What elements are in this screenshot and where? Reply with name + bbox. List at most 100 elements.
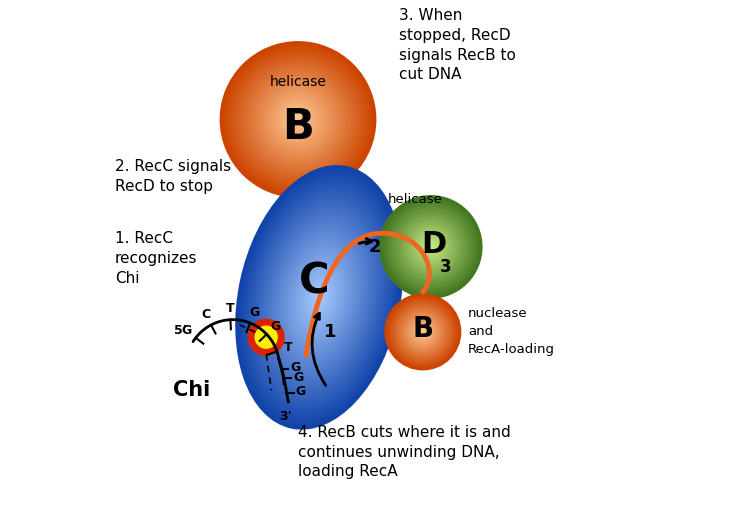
Ellipse shape [304, 274, 334, 321]
Ellipse shape [256, 198, 382, 397]
Text: 1: 1 [323, 323, 336, 341]
Circle shape [427, 244, 433, 250]
Circle shape [248, 68, 349, 170]
Circle shape [239, 61, 356, 178]
Circle shape [412, 228, 450, 266]
Circle shape [387, 203, 474, 290]
Circle shape [406, 315, 439, 348]
Circle shape [398, 213, 464, 280]
Circle shape [430, 246, 432, 248]
Circle shape [252, 73, 344, 166]
Ellipse shape [284, 242, 354, 353]
Circle shape [415, 324, 431, 340]
Circle shape [403, 219, 459, 275]
Circle shape [233, 55, 363, 184]
Circle shape [241, 63, 355, 176]
Text: T: T [226, 302, 234, 314]
Ellipse shape [286, 245, 352, 350]
Circle shape [394, 211, 467, 283]
Circle shape [417, 233, 445, 261]
Circle shape [418, 327, 428, 337]
Ellipse shape [255, 195, 384, 399]
Circle shape [411, 320, 435, 344]
Circle shape [296, 118, 299, 121]
Text: G: G [270, 320, 280, 333]
Circle shape [389, 298, 456, 365]
Circle shape [386, 295, 460, 369]
Circle shape [290, 112, 306, 127]
Ellipse shape [313, 287, 326, 308]
Text: G: G [250, 306, 259, 319]
Circle shape [398, 306, 448, 357]
Ellipse shape [292, 255, 346, 339]
Circle shape [408, 317, 438, 347]
Ellipse shape [250, 187, 388, 407]
Circle shape [382, 199, 479, 295]
Circle shape [258, 80, 338, 159]
Circle shape [400, 309, 445, 355]
Circle shape [404, 313, 442, 351]
Circle shape [419, 328, 427, 336]
Circle shape [381, 198, 480, 296]
Circle shape [416, 324, 430, 339]
Circle shape [405, 314, 441, 350]
Circle shape [421, 237, 441, 257]
Circle shape [401, 218, 460, 276]
Circle shape [268, 90, 327, 149]
Circle shape [295, 116, 301, 123]
Circle shape [409, 318, 437, 346]
Circle shape [248, 319, 285, 356]
Ellipse shape [270, 219, 369, 376]
Text: G: G [182, 324, 191, 337]
Circle shape [251, 72, 346, 167]
Circle shape [392, 209, 469, 285]
Circle shape [221, 42, 375, 196]
Text: Chi: Chi [173, 380, 211, 400]
Circle shape [400, 310, 445, 354]
Circle shape [406, 315, 440, 349]
Circle shape [392, 301, 454, 363]
Ellipse shape [265, 211, 374, 384]
Ellipse shape [299, 266, 339, 329]
Circle shape [260, 81, 337, 158]
Text: 1. RecC
recognizes
Chi: 1. RecC recognizes Chi [115, 231, 197, 286]
Text: B: B [413, 315, 434, 343]
Circle shape [267, 89, 328, 150]
Ellipse shape [317, 295, 321, 300]
Circle shape [397, 212, 465, 281]
Ellipse shape [281, 237, 357, 357]
Circle shape [272, 93, 324, 145]
Circle shape [281, 102, 315, 136]
Circle shape [289, 110, 308, 129]
Circle shape [429, 245, 433, 249]
Ellipse shape [280, 235, 359, 360]
Ellipse shape [244, 179, 394, 415]
Ellipse shape [274, 227, 364, 368]
Ellipse shape [260, 203, 379, 391]
Ellipse shape [272, 221, 368, 373]
Circle shape [413, 230, 448, 264]
Circle shape [422, 238, 440, 256]
Circle shape [388, 298, 457, 366]
Circle shape [413, 229, 449, 265]
Circle shape [424, 240, 438, 254]
Circle shape [264, 85, 332, 153]
Circle shape [410, 227, 451, 267]
Circle shape [244, 65, 352, 173]
Circle shape [388, 297, 458, 367]
Text: helicase: helicase [269, 75, 326, 89]
Ellipse shape [291, 253, 347, 342]
Text: G: G [296, 385, 306, 398]
Text: C: C [298, 260, 329, 303]
Circle shape [286, 107, 310, 132]
Circle shape [413, 321, 434, 342]
Circle shape [292, 113, 304, 126]
Text: 2: 2 [369, 238, 381, 256]
Circle shape [420, 236, 442, 258]
Circle shape [388, 204, 473, 289]
Circle shape [406, 221, 456, 272]
Circle shape [386, 295, 459, 369]
Circle shape [398, 307, 447, 356]
Circle shape [421, 330, 425, 334]
Circle shape [224, 46, 372, 193]
